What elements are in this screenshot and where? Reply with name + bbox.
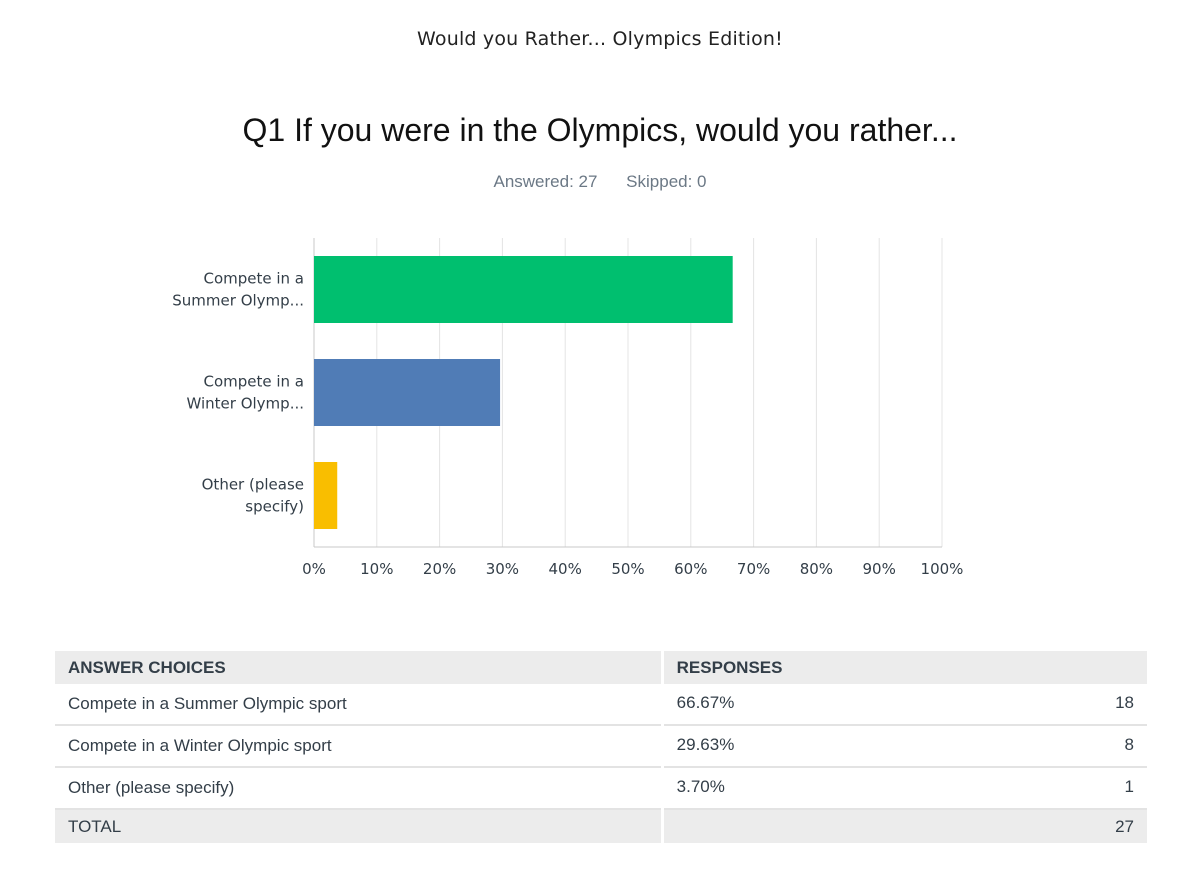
answer-choice: Compete in a Summer Olympic sport <box>55 684 663 726</box>
table-row: Compete in a Winter Olympic sport 29.63%… <box>55 725 1147 768</box>
category-label: Compete in a <box>203 270 304 288</box>
x-tick-label: 60% <box>674 560 707 578</box>
response-count: 1 <box>839 767 1147 810</box>
x-tick-label: 100% <box>921 560 964 578</box>
x-tick-label: 50% <box>611 560 644 578</box>
category-label: specify) <box>245 498 304 516</box>
x-tick-label: 30% <box>486 560 519 578</box>
answer-choice: Other (please specify) <box>55 767 663 810</box>
table-header-row: ANSWER CHOICES RESPONSES <box>55 651 1147 684</box>
category-label: Winter Olymp... <box>186 395 304 413</box>
x-tick-label: 0% <box>302 560 326 578</box>
bar <box>314 462 338 529</box>
x-tick-label: 10% <box>360 560 393 578</box>
question-title: Q1 If you were in the Olympics, would yo… <box>242 112 958 148</box>
total-label: TOTAL <box>55 809 663 843</box>
survey-title: Would you Rather... Olympics Edition! <box>417 28 783 50</box>
category-label: Other (please <box>202 476 304 494</box>
bar-chart: 0% 10% 20% 30% 40% 50% 60% 70% 80% 90% 100% Compete… <box>172 238 964 578</box>
bar <box>314 256 733 323</box>
response-count: 18 <box>839 684 1147 726</box>
response-percent: 66.67% <box>660 684 840 726</box>
answers-table: ANSWER CHOICES RESPONSES Compete in a Su… <box>55 651 1147 843</box>
table-row: Compete in a Summer Olympic sport 66.67%… <box>55 684 1147 726</box>
x-tick-label: 70% <box>737 560 770 578</box>
x-tick-label: 40% <box>549 560 582 578</box>
total-count: 27 <box>839 809 1147 843</box>
responses-header: RESPONSES <box>660 651 1147 684</box>
response-percent: 29.63% <box>660 725 840 768</box>
x-tick-label: 20% <box>423 560 456 578</box>
bar <box>314 359 501 426</box>
response-percent: 3.70% <box>660 767 840 810</box>
total-row: TOTAL 27 <box>55 809 1147 843</box>
table-row: Other (please specify) 3.70% 1 <box>55 767 1147 810</box>
answer-choices-header: ANSWER CHOICES <box>55 651 663 684</box>
response-count: 8 <box>839 725 1147 768</box>
answer-choice: Compete in a Winter Olympic sport <box>55 725 663 768</box>
category-label: Summer Olymp... <box>172 292 304 310</box>
x-tick-label: 80% <box>800 560 833 578</box>
category-label: Compete in a <box>203 373 304 391</box>
answered-count: Answered: 27 <box>493 172 598 191</box>
total-spacer <box>660 809 840 843</box>
response-stats: Answered: 27 Skipped: 0 <box>0 172 1200 192</box>
x-tick-label: 90% <box>863 560 896 578</box>
skipped-count: Skipped: 0 <box>626 172 707 191</box>
